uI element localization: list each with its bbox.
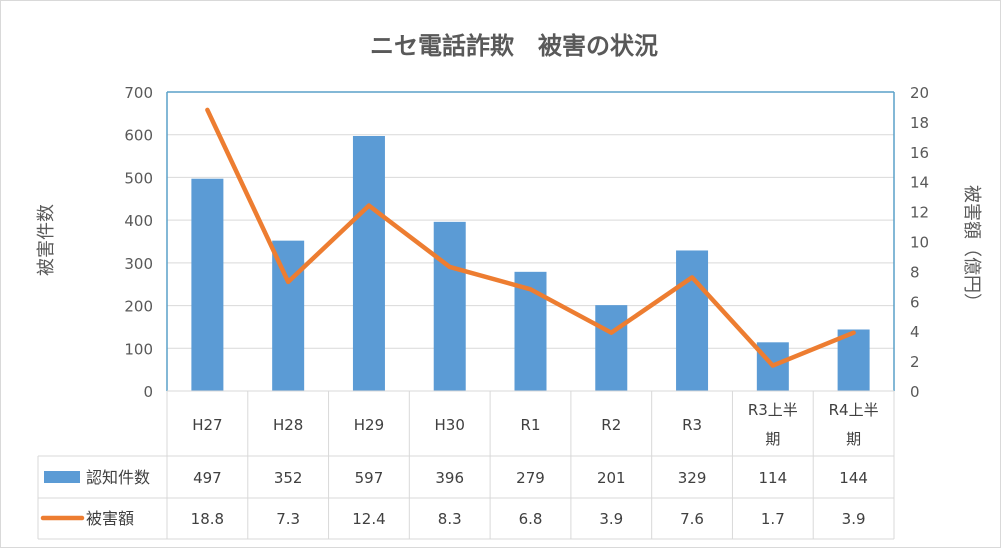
y2-tick-label: 16 xyxy=(910,144,929,162)
bar xyxy=(191,178,224,391)
series-line xyxy=(205,107,856,368)
y2-axis-title: 被害額（億円） xyxy=(961,185,982,311)
data-value-label: 18.8 xyxy=(191,510,224,528)
data-value-label: 144 xyxy=(839,469,868,487)
chart-title: ニセ電話詐欺 被害の状況 xyxy=(370,32,658,60)
data-value-label: 597 xyxy=(355,469,384,487)
y2-tick-label: 4 xyxy=(910,323,920,341)
y-tick-label: 0 xyxy=(143,383,153,401)
data-value-label: 7.6 xyxy=(680,510,704,528)
axes: 0 100 200 300 400 500 600 700 0 2 4 6 8 10 12 14 16 18 20 xyxy=(124,84,929,401)
y2-tick-label: 18 xyxy=(910,114,929,132)
y2-tick-label: 20 xyxy=(910,84,929,102)
y-tick-label: 500 xyxy=(124,169,153,187)
x-tick-label: R3 xyxy=(682,416,702,434)
data-value-label: 3.9 xyxy=(599,510,623,528)
y-tick-label: 300 xyxy=(124,255,153,273)
bar xyxy=(433,221,466,391)
y2-tick-label: 14 xyxy=(910,174,929,192)
x-tick-label: 期 xyxy=(846,430,861,448)
data-value-label: 6.8 xyxy=(519,510,543,528)
bar-series xyxy=(191,135,870,391)
legend-key xyxy=(44,471,80,483)
x-tick-label: R3上半 xyxy=(748,401,798,419)
data-value-label: 497 xyxy=(193,469,222,487)
y-tick-label: 600 xyxy=(124,127,153,145)
data-value-label: 12.4 xyxy=(352,510,385,528)
y-tick-label: 700 xyxy=(124,84,153,102)
data-value-label: 279 xyxy=(516,469,545,487)
x-tick-label: H27 xyxy=(192,416,222,434)
x-tick-label: 期 xyxy=(765,430,780,448)
data-value-label: 8.3 xyxy=(438,510,462,528)
legend-label: 認知件数 xyxy=(86,468,150,487)
bar xyxy=(272,240,305,391)
y2-tick-label: 6 xyxy=(910,293,920,311)
data-value-label: 114 xyxy=(759,469,788,487)
y2-tick-label: 0 xyxy=(910,383,920,401)
legend-label: 被害額 xyxy=(86,509,134,528)
x-tick-label: R4上半 xyxy=(829,401,879,419)
y-tick-label: 400 xyxy=(124,212,153,230)
x-tick-label: R1 xyxy=(521,416,541,434)
data-value-label: 3.9 xyxy=(842,510,866,528)
bar xyxy=(352,135,385,391)
bar xyxy=(595,305,628,391)
y-axis-title: 被害件数 xyxy=(36,204,57,276)
y2-tick-label: 8 xyxy=(910,263,920,281)
y2-tick-label: 2 xyxy=(910,353,920,371)
x-tick-label: H28 xyxy=(273,416,303,434)
bar xyxy=(837,329,870,391)
y2-tick-label: 12 xyxy=(910,204,929,222)
data-value-label: 329 xyxy=(678,469,707,487)
data-value-label: 7.3 xyxy=(276,510,300,528)
y2-tick-label: 10 xyxy=(910,234,929,252)
y-tick-label: 100 xyxy=(124,340,153,358)
data-value-label: 201 xyxy=(597,469,626,487)
data-value-label: 352 xyxy=(274,469,303,487)
data-value-label: 396 xyxy=(435,469,464,487)
bar xyxy=(676,250,709,391)
x-tick-label: H30 xyxy=(435,416,465,434)
x-tick-label: H29 xyxy=(354,416,384,434)
x-tick-label: R2 xyxy=(601,416,621,434)
y-tick-label: 200 xyxy=(124,298,153,316)
line-series xyxy=(205,107,856,368)
data-value-label: 1.7 xyxy=(761,510,785,528)
